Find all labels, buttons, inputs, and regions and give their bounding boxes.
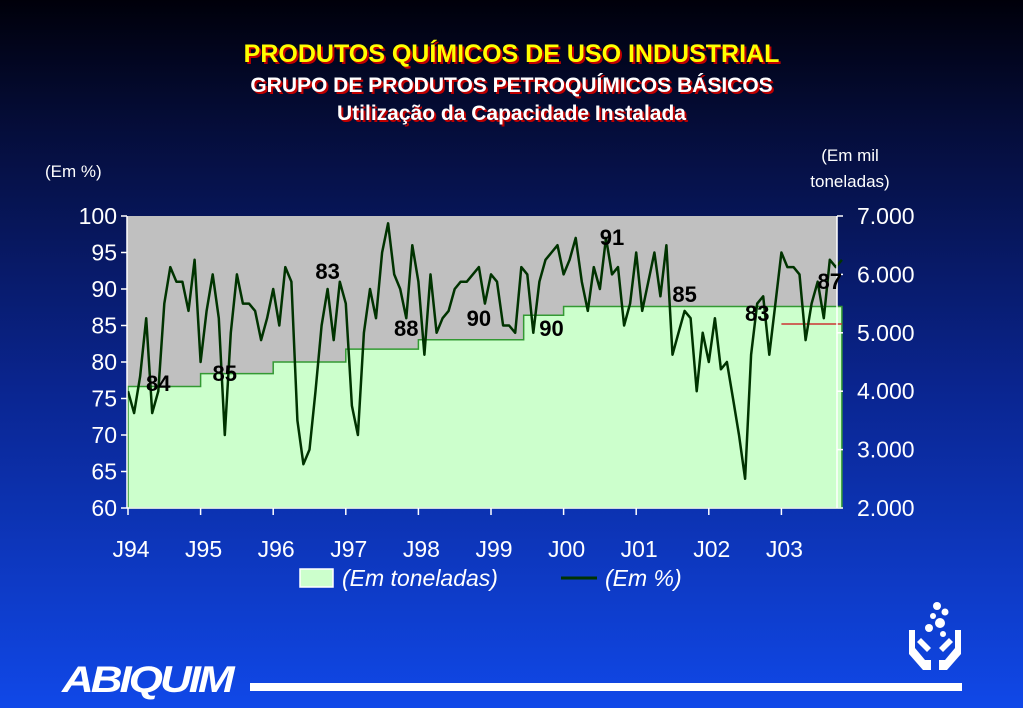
- brand-underline: [250, 683, 962, 691]
- y-right-tick-label: 3.000: [857, 437, 915, 463]
- line-series-em-percent: [126, 222, 843, 481]
- data-label: 87: [818, 269, 842, 294]
- y-left-tick-label: 100: [79, 203, 117, 229]
- y-left-tick-label: 75: [91, 386, 117, 412]
- data-label: 90: [539, 316, 563, 341]
- left-axis-unit: (Em %): [45, 162, 102, 181]
- y-right-tick-label: 4.000: [857, 378, 915, 404]
- y-left-tick-label: 80: [91, 349, 117, 375]
- x-tick-label: J95: [185, 536, 222, 562]
- y-right-tick-label: 6.000: [857, 261, 915, 287]
- y-left-tick-label: 60: [91, 495, 117, 521]
- legend: (Em toneladas) (Em %): [299, 565, 682, 591]
- y-right-tick-label: 7.000: [857, 203, 915, 229]
- right-axis-unit: (Em mil toneladas): [790, 143, 910, 195]
- y-left-tick-label: 70: [91, 422, 117, 448]
- x-tick-label: J01: [621, 536, 658, 562]
- x-tick-label: J94: [112, 536, 149, 562]
- y-left-tick-label: 65: [91, 459, 117, 485]
- legend-swatch-area: [299, 568, 334, 588]
- data-label: 83: [745, 301, 769, 326]
- y-left-tick-label: 90: [91, 276, 117, 302]
- data-label: 84: [146, 371, 171, 396]
- y-right-tick-label: 5.000: [857, 320, 915, 346]
- y-left-tick-label: 85: [91, 313, 117, 339]
- right-axis-unit-line-2: toneladas): [810, 172, 890, 191]
- x-tick-label: J97: [330, 536, 367, 562]
- legend-label-area: (Em toneladas): [342, 565, 498, 591]
- chart-title: PRODUTOS QUÍMICOS DE USO INDUSTRIAL: [243, 40, 780, 68]
- data-label: 85: [213, 361, 237, 386]
- brand-logo: ABIQUIM: [62, 658, 235, 701]
- x-tick-label: J96: [258, 536, 295, 562]
- data-label: 83: [315, 259, 339, 284]
- right-axis-unit-line-1: (Em mil: [821, 146, 879, 165]
- legend-label-line: (Em %): [605, 565, 682, 591]
- chart-subtitle-2: Utilização da Capacidade Instalada: [337, 102, 686, 125]
- x-tick-label: J02: [693, 536, 730, 562]
- x-tick-label: J98: [403, 536, 440, 562]
- data-label: 85: [672, 282, 696, 307]
- x-tick-label: J00: [548, 536, 585, 562]
- y-left-tick-label: 95: [91, 240, 117, 266]
- data-label: 88: [394, 316, 418, 341]
- hands-molecule-icon: [909, 602, 961, 670]
- y-right-tick-label: 2.000: [857, 495, 915, 521]
- x-tick-label: J03: [766, 536, 803, 562]
- data-label: 90: [467, 306, 491, 331]
- x-tick-label: J99: [475, 536, 512, 562]
- data-label: 91: [600, 225, 624, 250]
- chart-subtitle: GRUPO DE PRODUTOS PETROQUÍMICOS BÁSICOS: [250, 74, 773, 97]
